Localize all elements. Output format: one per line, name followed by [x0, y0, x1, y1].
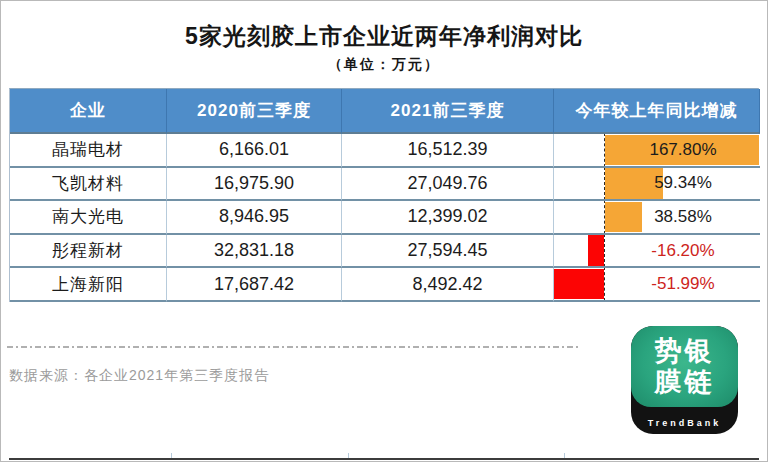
- change-label: -51.99%: [606, 268, 760, 300]
- trendbank-logo: 势银 膜链 TrendBank: [631, 326, 738, 434]
- column-line-stub: [564, 453, 565, 458]
- zero-axis-line: [604, 134, 605, 167]
- value-2020-cell: 17,687.42: [167, 268, 342, 302]
- value-2021-cell: 27,594.45: [342, 235, 554, 269]
- change-cell: 167.80%: [554, 134, 760, 168]
- zero-axis-line: [604, 201, 605, 234]
- header-2021: 2021前三季度: [342, 89, 554, 134]
- column-line-stub: [348, 453, 349, 458]
- company-cell: 飞凯材料: [10, 168, 167, 202]
- logo-text-row2: 膜链: [655, 367, 715, 398]
- value-2021-cell: 12,399.02: [342, 201, 554, 235]
- trendbank-logo-icon: 势银 膜链: [631, 326, 738, 407]
- value-2020-cell: 6,166.01: [167, 134, 342, 168]
- company-cell: 南大光电: [10, 201, 167, 235]
- value-2021-cell: 8,492.42: [342, 268, 554, 302]
- value-2021-cell: 16,512.39: [342, 134, 554, 168]
- value-2020-cell: 8,946.95: [167, 201, 342, 235]
- change-bar: [588, 235, 604, 266]
- value-2020-cell: 32,831.18: [167, 235, 342, 269]
- dash-dot-divider: [7, 346, 579, 348]
- value-2021-cell: 27,049.76: [342, 168, 554, 202]
- zero-axis-line: [604, 268, 605, 301]
- change-label: 167.80%: [606, 134, 760, 166]
- column-line-stub: [171, 453, 172, 458]
- zero-axis-line: [604, 235, 605, 268]
- profit-comparison-table: 企业 2020前三季度 2021前三季度 今年较上年同比增减 晶瑞电材 6,16…: [9, 88, 759, 302]
- next-table-cutoff-line: [9, 458, 759, 460]
- change-label: 38.58%: [606, 201, 760, 233]
- change-label: -16.20%: [606, 235, 760, 267]
- company-cell: 上海新阳: [10, 268, 167, 302]
- header-change: 今年较上年同比增减: [554, 89, 760, 134]
- change-bar: [554, 269, 604, 300]
- change-cell: -16.20%: [554, 235, 760, 269]
- change-cell: 59.34%: [554, 168, 760, 202]
- header-company: 企业: [10, 89, 167, 134]
- company-cell: 彤程新材: [10, 235, 167, 269]
- logo-text-row1: 势银: [655, 336, 715, 367]
- zero-axis-line: [604, 168, 605, 201]
- data-source-note: 数据来源：各企业2021年第三季度报告: [9, 367, 269, 385]
- company-cell: 晶瑞电材: [10, 134, 167, 168]
- value-2020-cell: 16,975.90: [167, 168, 342, 202]
- header-2020: 2020前三季度: [167, 89, 342, 134]
- infographic-page: 5家光刻胶上市企业近两年净利润对比 （单位：万元） 企业 2020前三季度 20…: [0, 0, 768, 462]
- logo-brand-name: TrendBank: [631, 418, 738, 428]
- change-cell: 38.58%: [554, 201, 760, 235]
- page-subtitle: （单位：万元）: [1, 56, 767, 74]
- change-label: 59.34%: [606, 168, 760, 200]
- change-cell: -51.99%: [554, 268, 760, 302]
- page-title: 5家光刻胶上市企业近两年净利润对比: [1, 21, 767, 52]
